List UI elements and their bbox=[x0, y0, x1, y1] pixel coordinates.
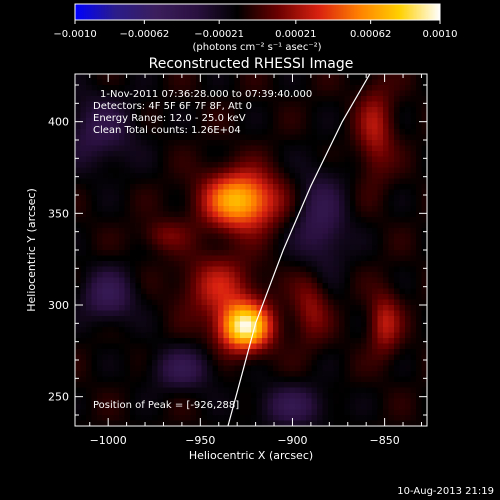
y-tick-label: 300 bbox=[48, 299, 69, 312]
date-stamp: 10-Aug-2013 21:19 bbox=[397, 486, 494, 497]
solar-limb-arc bbox=[227, 74, 371, 426]
annotation-peak-position: Position of Peak = [-926,288] bbox=[93, 400, 239, 411]
colorbar-units-label: (photons cm⁻² s⁻¹ asec⁻²) bbox=[192, 42, 321, 53]
colorbar-ticks: −0.0010 −0.00062 −0.00021 0.00021 0.00062 0.0… bbox=[53, 20, 458, 40]
y-axis-ticks: 250 300 350 400 bbox=[48, 84, 427, 416]
x-tick-label: −950 bbox=[185, 434, 215, 447]
x-tick-label: −850 bbox=[370, 434, 400, 447]
colorbar-tick-label: 0.0010 bbox=[423, 29, 458, 40]
y-tick-label: 250 bbox=[48, 391, 69, 404]
y-axis-label: Heliocentric Y (arcsec) bbox=[25, 188, 38, 312]
annotation-time-range: 1-Nov-2011 07:36:28.000 to 07:39:40.000 bbox=[100, 89, 312, 100]
heatmap-image bbox=[75, 74, 427, 426]
colorbar-tick-label: −0.0010 bbox=[53, 29, 96, 40]
colorbar bbox=[74, 3, 441, 21]
y-tick-label: 400 bbox=[48, 116, 69, 129]
colorbar-tick-label: 0.00021 bbox=[275, 29, 316, 40]
x-axis-label: Heliocentric X (arcsec) bbox=[189, 449, 313, 462]
colorbar-tick-label: 0.00062 bbox=[350, 29, 391, 40]
x-tick-label: −900 bbox=[277, 434, 307, 447]
chart-title: Reconstructed RHESSI Image bbox=[149, 56, 354, 72]
annotation-detectors: Detectors: 4F 5F 6F 7F 8F, Att 0 bbox=[93, 101, 252, 112]
x-axis-ticks: −1000 −950 −900 −850 bbox=[89, 74, 422, 447]
colorbar-tick-label: −0.00021 bbox=[194, 29, 244, 40]
x-tick-label: −1000 bbox=[90, 434, 127, 447]
colorbar-tick-label: −0.00062 bbox=[119, 29, 169, 40]
y-tick-label: 350 bbox=[48, 207, 69, 220]
annotation-energy-range: Energy Range: 12.0 - 25.0 keV bbox=[93, 113, 246, 124]
annotation-clean-total: Clean Total counts: 1.26E+04 bbox=[93, 125, 241, 136]
